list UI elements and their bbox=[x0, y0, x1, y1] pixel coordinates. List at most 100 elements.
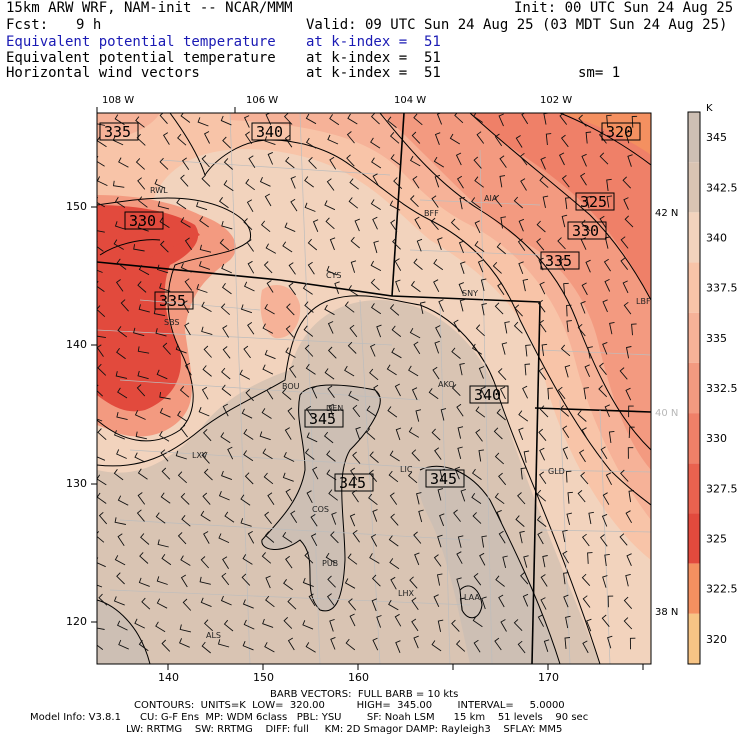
contour-330-west bbox=[99, 239, 161, 256]
station-label: SBS bbox=[164, 318, 180, 327]
wind-barb bbox=[265, 595, 275, 608]
wind-barb bbox=[520, 467, 527, 480]
wind-barb bbox=[577, 410, 587, 422]
colorbar-frame bbox=[687, 111, 701, 665]
wind-barb bbox=[113, 239, 124, 250]
wind-barb bbox=[137, 346, 150, 354]
wind-barb bbox=[221, 572, 230, 586]
wind-barb bbox=[326, 178, 335, 191]
wind-barb bbox=[499, 155, 507, 168]
wind-barb bbox=[431, 640, 442, 652]
wind-barb bbox=[155, 621, 166, 633]
wind-barb bbox=[135, 431, 147, 440]
border-ne-ks bbox=[534, 407, 651, 413]
wind-barb bbox=[328, 489, 338, 501]
station-label: GLD bbox=[548, 467, 565, 476]
wind-barb bbox=[350, 236, 360, 249]
wind-barb bbox=[388, 535, 399, 547]
wind-barb bbox=[566, 304, 572, 317]
wind-barb bbox=[492, 261, 502, 274]
wind-barb bbox=[501, 342, 508, 355]
wind-barb bbox=[543, 639, 550, 652]
wind-barb bbox=[473, 156, 482, 169]
wind-barb bbox=[471, 468, 482, 480]
wind-barb bbox=[562, 529, 568, 543]
wind-barb bbox=[326, 265, 338, 276]
wind-barb bbox=[478, 449, 484, 462]
wind-barb bbox=[180, 217, 191, 228]
wind-barb bbox=[601, 513, 608, 527]
contour-label: 345 bbox=[304, 409, 344, 428]
contour-340-upper bbox=[169, 113, 651, 506]
wind-barb bbox=[567, 491, 573, 504]
wind-barb bbox=[371, 598, 377, 612]
wind-barb bbox=[585, 131, 592, 144]
colorbar-level-label: 327.5 bbox=[706, 482, 738, 495]
wind-barb bbox=[411, 597, 419, 610]
wind-barb bbox=[354, 218, 360, 232]
wind-barb bbox=[517, 238, 526, 251]
wind-barb bbox=[476, 131, 485, 144]
svg-text:340: 340 bbox=[256, 123, 283, 141]
wind-barb bbox=[177, 133, 187, 146]
svg-text:345: 345 bbox=[339, 474, 366, 492]
wind-barb bbox=[344, 578, 356, 589]
wind-barb bbox=[586, 618, 592, 632]
contour-label: 325 bbox=[575, 192, 615, 211]
wind-barb bbox=[598, 362, 607, 375]
wind-barb bbox=[370, 303, 382, 315]
wind-barb bbox=[288, 365, 297, 378]
wind-barb bbox=[201, 451, 210, 464]
contour-345-small bbox=[459, 585, 483, 619]
wind-barb bbox=[307, 238, 318, 251]
wind-barb bbox=[496, 509, 502, 523]
wind-barb bbox=[523, 450, 530, 463]
wind-barb bbox=[247, 531, 255, 544]
wind-barb bbox=[494, 302, 504, 315]
wind-barb bbox=[284, 427, 292, 440]
wind-barb bbox=[390, 219, 398, 233]
wind-barb bbox=[97, 196, 106, 208]
station-label: LAA bbox=[464, 593, 480, 602]
shade-345-east bbox=[418, 466, 560, 664]
wind-barb bbox=[481, 303, 487, 316]
field-level-contour: at k-index = 51 bbox=[306, 50, 441, 66]
wind-barb bbox=[494, 133, 503, 147]
wind-barb bbox=[97, 335, 106, 339]
wind-barb bbox=[140, 533, 150, 545]
wind-barb bbox=[355, 426, 361, 440]
contour-325-east bbox=[559, 113, 651, 166]
station-label: RWL bbox=[150, 186, 168, 195]
wind-barb bbox=[457, 426, 464, 439]
wind-barb bbox=[180, 424, 188, 438]
wind-barb bbox=[137, 222, 149, 232]
wind-barb bbox=[302, 620, 314, 630]
wind-barb bbox=[408, 427, 420, 438]
wind-barb bbox=[598, 385, 608, 398]
wind-barb bbox=[134, 618, 145, 629]
bottom-axis-label: 150 bbox=[253, 671, 274, 684]
wind-barb bbox=[587, 552, 593, 564]
bottom-axis-label: 140 bbox=[158, 671, 179, 684]
wind-barb bbox=[389, 558, 400, 570]
wind-barb bbox=[607, 595, 614, 608]
wind-barb bbox=[619, 533, 628, 546]
wind-barb bbox=[431, 195, 439, 208]
wind-barb bbox=[112, 180, 125, 188]
wind-barb bbox=[588, 511, 594, 525]
colorbar-level-label: 320 bbox=[706, 633, 727, 646]
wind-barb bbox=[161, 639, 171, 652]
colorbar-swatch bbox=[688, 212, 700, 263]
wind-barb bbox=[586, 195, 592, 209]
wind-barb bbox=[177, 532, 187, 545]
wind-barb bbox=[390, 513, 399, 526]
wind-barb bbox=[97, 123, 105, 126]
wind-barb bbox=[221, 283, 232, 295]
wind-barb bbox=[179, 624, 192, 633]
wind-barb bbox=[416, 492, 422, 505]
wind-barb bbox=[135, 116, 145, 128]
wind-barb bbox=[608, 430, 615, 443]
wind-barb bbox=[349, 324, 358, 338]
wind-barb bbox=[243, 450, 254, 462]
wind-barb bbox=[369, 451, 379, 463]
